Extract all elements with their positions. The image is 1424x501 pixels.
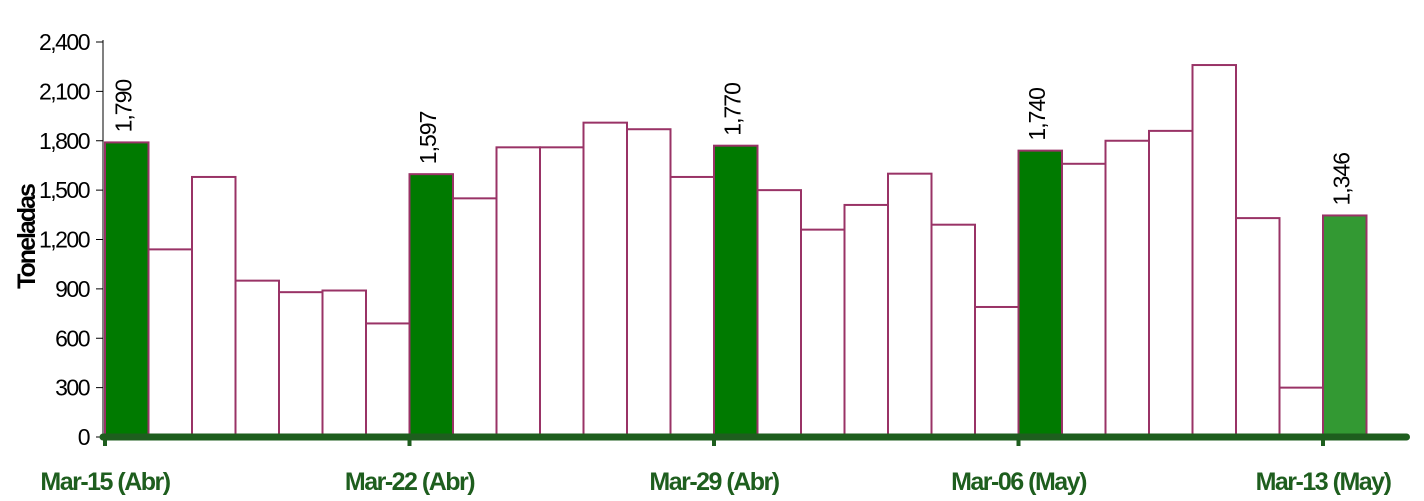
bar xyxy=(843,203,889,438)
data-label: 1,740 xyxy=(1024,88,1050,141)
bar xyxy=(1278,386,1324,439)
highlighted-bar xyxy=(1017,149,1063,439)
data-label: 1,597 xyxy=(415,111,441,164)
bar xyxy=(1148,129,1194,439)
bar xyxy=(930,223,976,438)
y-axis-title: Toneladas xyxy=(13,184,41,289)
bar xyxy=(452,197,498,438)
bar xyxy=(1235,217,1281,438)
data-label: 1,790 xyxy=(111,80,137,133)
bar xyxy=(1104,139,1150,438)
y-tick-label: 2,400 xyxy=(39,29,90,55)
bar xyxy=(321,289,367,438)
y-tick-label: 2,100 xyxy=(39,78,90,104)
bar xyxy=(147,248,193,439)
bar xyxy=(1191,64,1237,438)
x-tick-label: Mar-22 (Abr) xyxy=(345,468,475,496)
bar xyxy=(887,172,933,438)
bar xyxy=(669,175,715,439)
highlighted-bar xyxy=(713,144,759,438)
highlighted-bar xyxy=(104,141,150,438)
data-label: 1,770 xyxy=(720,83,746,136)
y-tick-label: 900 xyxy=(55,276,90,302)
y-axis: 0 300 600 900 1,200 1,500 1,800 2,100 2,400 xyxy=(39,29,104,450)
bar xyxy=(495,146,541,439)
y-tick-label: 1,800 xyxy=(39,128,90,154)
x-tick-label: Mar-29 (Abr) xyxy=(649,468,779,496)
x-tick-label: Mar-06 (May) xyxy=(951,468,1087,496)
bar xyxy=(626,128,672,438)
bar xyxy=(756,189,802,439)
y-tick-label: 0 xyxy=(78,424,90,450)
data-labels: 1,790 1,597 1,770 1,740 1,346 xyxy=(111,80,1355,206)
highlighted-bar xyxy=(1322,214,1368,438)
x-tick-label: Mar-15 (Abr) xyxy=(40,468,170,496)
bar xyxy=(974,305,1020,439)
bar xyxy=(191,175,237,439)
bar xyxy=(365,322,411,438)
data-label: 1,346 xyxy=(1329,153,1355,206)
x-axis: Mar-15 (Abr) Mar-22 (Abr) Mar-29 (Abr) Mar-… xyxy=(40,433,1410,496)
highlighted-bar xyxy=(408,173,454,438)
bar xyxy=(1061,162,1107,438)
bar xyxy=(234,279,280,438)
bar xyxy=(539,146,585,439)
y-tick-label: 1,500 xyxy=(39,177,90,203)
x-tick-label: Mar-13 (May) xyxy=(1256,468,1392,496)
y-tick-label: 300 xyxy=(55,375,90,401)
bar xyxy=(582,121,628,439)
y-tick-label: 600 xyxy=(55,325,90,351)
y-tick-label: 1,200 xyxy=(39,227,90,253)
bar xyxy=(278,291,324,439)
bar xyxy=(800,228,846,439)
